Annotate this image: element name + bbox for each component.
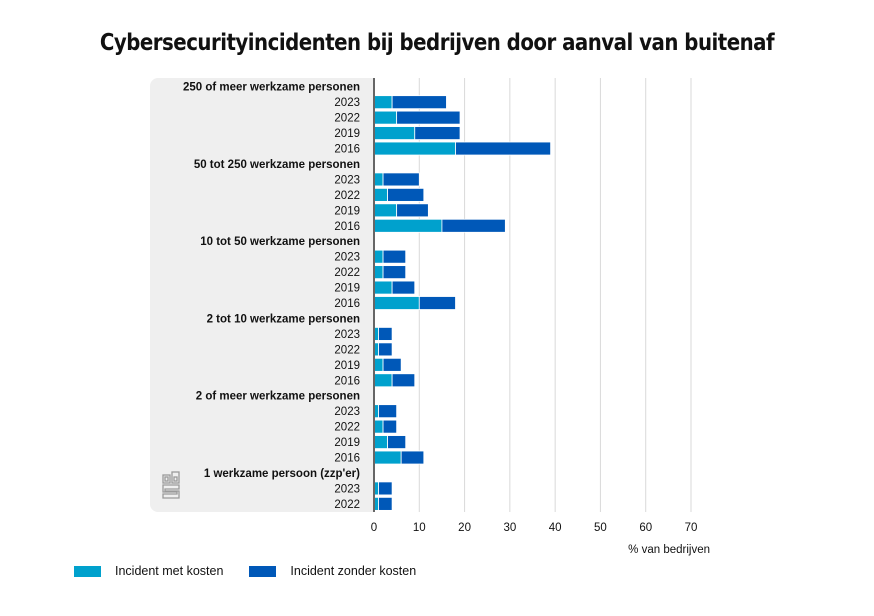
bar-zonder-kosten (382, 249, 407, 264)
chart-title: Cybersecurityincidenten bij bedrijven do… (99, 30, 775, 56)
bar-zonder-kosten (400, 450, 425, 465)
bar-zonder-kosten (396, 203, 429, 218)
cbs-logo-icon (162, 471, 180, 499)
bar-zonder-kosten (391, 373, 416, 388)
x-axis-ticks: 0 10 20 30 40 50 60 70 (371, 522, 698, 534)
bar-zonder-kosten (387, 187, 425, 202)
category-panel (150, 78, 374, 512)
x-tick-label: 0 (371, 522, 377, 534)
bar-zonder-kosten (382, 265, 407, 280)
year-label: 2019 (334, 283, 360, 295)
year-label: 2022 (334, 422, 360, 434)
year-label: 2023 (334, 174, 360, 186)
bar-met-kosten (373, 296, 420, 310)
bar-met-kosten (373, 203, 398, 218)
bar-zonder-kosten (441, 218, 506, 233)
bar-met-kosten (373, 95, 393, 110)
year-label: 2019 (334, 360, 360, 372)
year-label: 2019 (334, 205, 360, 217)
category-labels: 250 of meer werkzame personen 2023 2022 201… (183, 82, 360, 511)
bar-zonder-kosten (378, 342, 393, 357)
bar-met-kosten (373, 249, 384, 264)
bar-zonder-kosten (391, 95, 447, 110)
x-tick-label: 70 (685, 522, 698, 534)
legend-item-met-kosten: Incident met kosten (74, 564, 223, 578)
year-label: 2016 (334, 453, 360, 465)
bar-met-kosten (373, 141, 456, 156)
bar-zonder-kosten (418, 296, 456, 310)
group-label: 50 tot 250 werkzame personen (194, 159, 360, 171)
bars (373, 95, 552, 511)
year-label: 2023 (334, 406, 360, 418)
year-label: 2022 (334, 113, 360, 125)
bar-met-kosten (373, 373, 393, 388)
bar-zonder-kosten (382, 357, 402, 372)
legend-item-zonder-kosten: Incident zonder kosten (249, 564, 416, 578)
year-label: 2023 (334, 329, 360, 341)
year-label: 2022 (334, 267, 360, 279)
year-label: 2022 (334, 344, 360, 356)
group-label: 250 of meer werkzame personen (183, 82, 360, 94)
group-label: 10 tot 50 werkzame personen (200, 236, 360, 248)
year-label: 2016 (334, 144, 360, 156)
group-label: 2 of meer werkzame personen (196, 391, 360, 403)
legend: Incident met kosten Incident zonder kost… (74, 564, 442, 578)
legend-swatch-zonder-kosten (249, 565, 277, 577)
year-label: 2016 (334, 375, 360, 387)
bar-zonder-kosten (378, 481, 393, 496)
x-tick-label: 30 (503, 522, 516, 534)
bar-met-kosten (373, 172, 384, 187)
bar-met-kosten (373, 450, 402, 465)
bar-zonder-kosten (396, 110, 461, 125)
bar-zonder-kosten (382, 419, 398, 434)
group-label: 1 werkzame persoon (zzp'er) (204, 468, 360, 480)
x-tick-label: 50 (594, 522, 607, 534)
year-label: 2023 (334, 483, 360, 495)
bar-zonder-kosten (382, 172, 420, 187)
bar-zonder-kosten (391, 280, 416, 295)
bar-met-kosten (373, 357, 384, 372)
year-label: 2023 (334, 97, 360, 109)
bar-met-kosten (373, 419, 384, 434)
legend-label-zonder-kosten: Incident zonder kosten (290, 564, 417, 578)
x-axis-title: % van bedrijven (628, 544, 710, 556)
year-label: 2016 (334, 221, 360, 233)
year-label: 2019 (334, 437, 360, 449)
year-label: 2022 (334, 190, 360, 202)
year-label: 2023 (334, 252, 360, 264)
bar-zonder-kosten (455, 141, 552, 156)
x-tick-label: 60 (639, 522, 652, 534)
bar-met-kosten (373, 218, 443, 233)
bar-met-kosten (373, 265, 384, 280)
bar-zonder-kosten (414, 126, 461, 140)
bar-met-kosten (373, 110, 398, 125)
x-tick-label: 10 (413, 522, 426, 534)
x-tick-label: 20 (458, 522, 471, 534)
legend-swatch-met-kosten (74, 565, 101, 577)
year-label: 2022 (334, 499, 360, 511)
bar-met-kosten (373, 435, 388, 449)
x-tick-label: 40 (549, 522, 562, 534)
year-label: 2019 (334, 128, 360, 140)
bar-zonder-kosten (387, 435, 407, 449)
bar-met-kosten (373, 126, 416, 140)
bar-zonder-kosten (378, 404, 398, 419)
bar-met-kosten (373, 187, 388, 202)
group-label: 2 tot 10 werkzame personen (207, 313, 360, 325)
bar-zonder-kosten (378, 496, 393, 511)
bar-met-kosten (373, 280, 393, 295)
year-label: 2016 (334, 298, 360, 310)
legend-label-met-kosten: Incident met kosten (115, 564, 224, 578)
bar-zonder-kosten (378, 327, 393, 341)
